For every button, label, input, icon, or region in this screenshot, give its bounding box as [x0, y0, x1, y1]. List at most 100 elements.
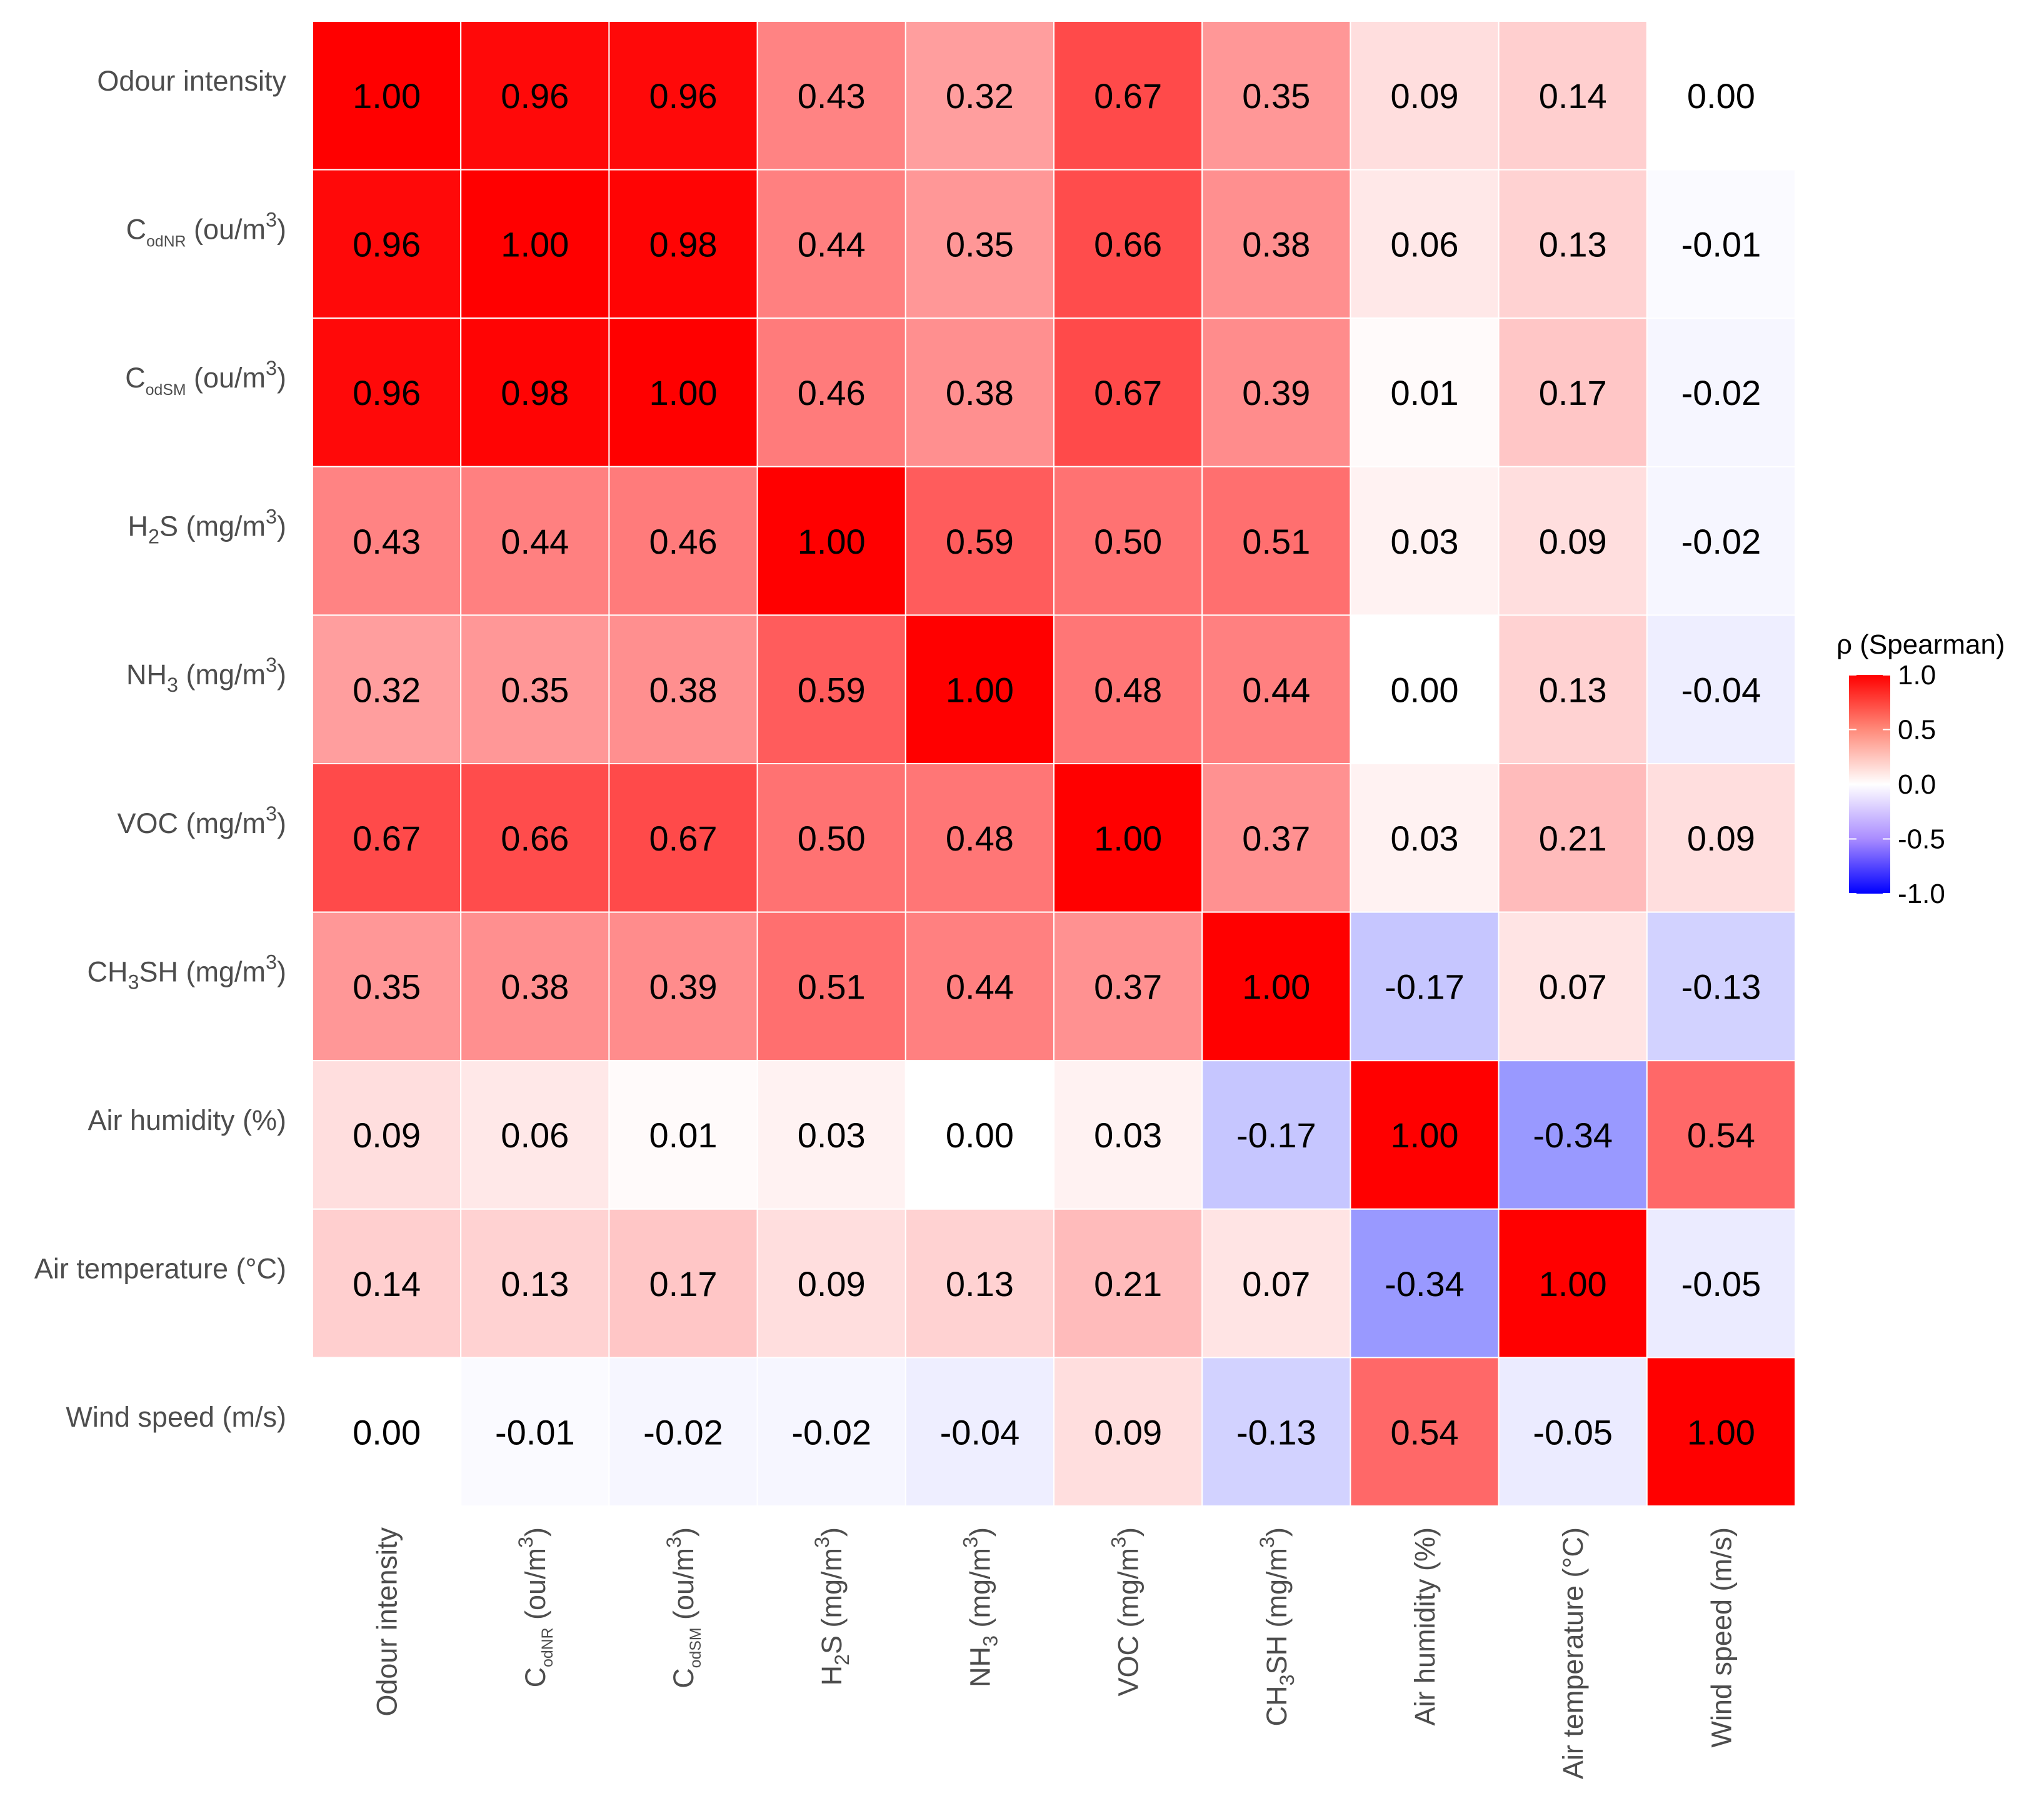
heatmap-cell: [608, 1357, 758, 1507]
cell-value-label: 0.54: [1391, 1412, 1459, 1452]
heatmap-cell: [1498, 911, 1648, 1062]
x-tick-label: Odour intensity: [371, 1527, 403, 1717]
cell-value-label: 0.13: [501, 1264, 569, 1304]
y-tick-label: VOC (mg/m3): [117, 802, 286, 839]
cell-value-label: 1.00: [1539, 1264, 1607, 1304]
cell-value-label: 0.67: [1094, 373, 1162, 412]
cell-value-label: 0.21: [1539, 819, 1607, 858]
heatmap-cell: [1350, 614, 1500, 765]
heatmap-cell: [312, 1357, 462, 1507]
heatmap-cell: [460, 21, 610, 171]
heatmap-cell: [1498, 763, 1648, 913]
cell-value-label: 0.32: [353, 670, 421, 709]
heatmap-cell: [1053, 466, 1203, 616]
heatmap-cell: [312, 763, 462, 913]
y-tick-label: Air temperature (°C): [34, 1253, 286, 1285]
cell-value-label: -0.04: [940, 1412, 1020, 1452]
cell-value-label: 1.00: [1391, 1115, 1459, 1155]
heatmap-cell: [904, 763, 1055, 913]
cell-value-label: 0.09: [1391, 76, 1459, 116]
cell-value-label: 0.38: [501, 967, 569, 1007]
heatmap-cell: [460, 911, 610, 1062]
cell-value-label: 0.01: [649, 1115, 718, 1155]
heatmap-cell: [1201, 763, 1351, 913]
cell-value-label: 0.54: [1687, 1115, 1755, 1155]
y-tick-label: CodSM (ou/m3): [125, 357, 286, 399]
heatmap-cell: [1498, 317, 1648, 467]
heatmap-cell: [460, 1060, 610, 1210]
heatmap-cell: [1350, 1357, 1500, 1507]
cell-value-label: 0.44: [798, 225, 866, 264]
cell-value-label: -0.02: [1681, 522, 1761, 561]
cell-value-label: -0.13: [1236, 1412, 1316, 1452]
cell-value-label: 1.00: [946, 670, 1014, 709]
cell-value-label: 0.48: [946, 819, 1014, 858]
x-tick-label: CodNR (ou/m3): [514, 1527, 556, 1687]
heatmap-cell: [1350, 1060, 1500, 1210]
cell-value-label: 0.37: [1242, 819, 1310, 858]
cell-value-label: 0.13: [1539, 225, 1607, 264]
heatmap-cell: [608, 21, 758, 171]
cell-value-label: 0.07: [1242, 1264, 1310, 1304]
cell-value-label: 0.00: [946, 1115, 1014, 1155]
heatmap-cell: [1350, 911, 1500, 1062]
cell-value-label: 0.09: [353, 1115, 421, 1155]
cell-value-label: 1.00: [649, 373, 718, 412]
cell-value-label: -0.13: [1681, 967, 1761, 1007]
cell-value-label: 0.35: [1242, 76, 1310, 116]
heatmap-cell: [460, 1208, 610, 1359]
heatmap-cell: [1053, 169, 1203, 319]
heatmap-cell: [1201, 1060, 1351, 1210]
heatmap-cell: [608, 614, 758, 765]
heatmap-cell: [756, 1060, 906, 1210]
cell-value-label: 0.38: [1242, 225, 1310, 264]
cell-value-label: 0.35: [501, 670, 569, 709]
cell-value-label: 0.03: [798, 1115, 866, 1155]
heatmap-cell: [1646, 169, 1796, 319]
cell-value-label: 1.00: [1094, 819, 1162, 858]
cell-value-label: 0.44: [1242, 670, 1310, 709]
heatmap-cell: [312, 911, 462, 1062]
heatmap-cell: [756, 1208, 906, 1359]
heatmap-cell: [904, 169, 1055, 319]
heatmap-cell: [1201, 1208, 1351, 1359]
heatmap-cell: [756, 169, 906, 319]
cell-value-label: 0.03: [1094, 1115, 1162, 1155]
cell-value-label: 0.03: [1391, 819, 1459, 858]
cell-value-label: 0.38: [649, 670, 718, 709]
cell-value-label: -0.17: [1236, 1115, 1316, 1155]
cell-value-label: 0.43: [353, 522, 421, 561]
x-tick-label: NH3 (mg/m3): [959, 1527, 1001, 1687]
heatmap-cell: [1350, 21, 1500, 171]
color-legend: ρ (Spearman) 1.0 0.5 0.0 -0.5 -1.0: [1836, 629, 2005, 909]
heatmap-cell: [1646, 21, 1796, 171]
cell-value-label: 0.00: [1687, 76, 1755, 116]
heatmap-cell: [1498, 614, 1648, 765]
heatmap-cell: [1498, 1357, 1648, 1507]
heatmap-cell: [608, 169, 758, 319]
heatmap-cell: [1646, 1060, 1796, 1210]
cell-value-label: 0.00: [353, 1412, 421, 1452]
heatmap-cell: [1201, 911, 1351, 1062]
cell-value-label: 0.39: [649, 967, 718, 1007]
cell-value-label: 0.43: [798, 76, 866, 116]
heatmap-cell: [1053, 21, 1203, 171]
cell-value-label: 0.09: [1687, 819, 1755, 858]
heatmap-cell: [312, 1060, 462, 1210]
cell-value-label: 0.17: [649, 1264, 718, 1304]
heatmap-cell: [904, 614, 1055, 765]
cell-value-label: 0.35: [946, 225, 1014, 264]
y-tick-label: Air humidity (%): [88, 1104, 286, 1136]
heatmap-cell-labels: 1.00 0.96 0.96 0.43 0.32 0.67 0.35 0.09 0.14 0.00…: [353, 76, 1761, 1452]
cell-value-label: 0.38: [946, 373, 1014, 412]
cell-value-label: -0.04: [1681, 670, 1761, 709]
heatmap-cell: [1053, 1357, 1203, 1507]
y-tick-label: H2S (mg/m3): [128, 506, 286, 548]
cell-value-label: 1.00: [798, 522, 866, 561]
heatmap-cell: [756, 763, 906, 913]
heatmap-cell: [904, 317, 1055, 467]
y-tick-label: CodNR (ou/m3): [126, 208, 286, 250]
cell-value-label: 0.21: [1094, 1264, 1162, 1304]
cell-value-label: 0.32: [946, 76, 1014, 116]
cell-value-label: 0.17: [1539, 373, 1607, 412]
